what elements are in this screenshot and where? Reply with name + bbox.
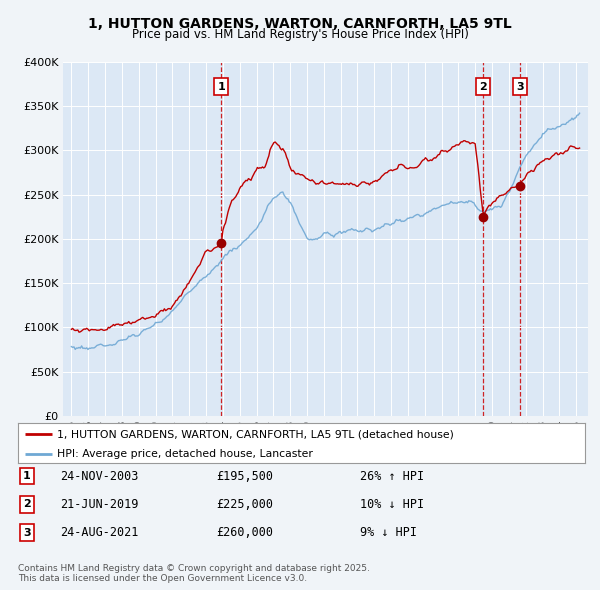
Text: £225,000: £225,000: [216, 498, 273, 511]
Text: £195,500: £195,500: [216, 470, 273, 483]
Text: 24-NOV-2003: 24-NOV-2003: [60, 470, 139, 483]
Text: 3: 3: [23, 528, 31, 537]
Text: HPI: Average price, detached house, Lancaster: HPI: Average price, detached house, Lanc…: [56, 450, 313, 460]
Text: 2: 2: [23, 500, 31, 509]
Text: 1: 1: [23, 471, 31, 481]
Text: Contains HM Land Registry data © Crown copyright and database right 2025.
This d: Contains HM Land Registry data © Crown c…: [18, 563, 370, 583]
Text: 21-JUN-2019: 21-JUN-2019: [60, 498, 139, 511]
Text: 26% ↑ HPI: 26% ↑ HPI: [360, 470, 424, 483]
Text: 3: 3: [516, 82, 524, 91]
Text: 9% ↓ HPI: 9% ↓ HPI: [360, 526, 417, 539]
Text: 24-AUG-2021: 24-AUG-2021: [60, 526, 139, 539]
Text: 1: 1: [217, 82, 225, 91]
Text: 2: 2: [479, 82, 487, 91]
Text: £260,000: £260,000: [216, 526, 273, 539]
Text: 1, HUTTON GARDENS, WARTON, CARNFORTH, LA5 9TL: 1, HUTTON GARDENS, WARTON, CARNFORTH, LA…: [88, 17, 512, 31]
Text: Price paid vs. HM Land Registry's House Price Index (HPI): Price paid vs. HM Land Registry's House …: [131, 28, 469, 41]
Text: 1, HUTTON GARDENS, WARTON, CARNFORTH, LA5 9TL (detached house): 1, HUTTON GARDENS, WARTON, CARNFORTH, LA…: [56, 430, 454, 440]
Text: 10% ↓ HPI: 10% ↓ HPI: [360, 498, 424, 511]
